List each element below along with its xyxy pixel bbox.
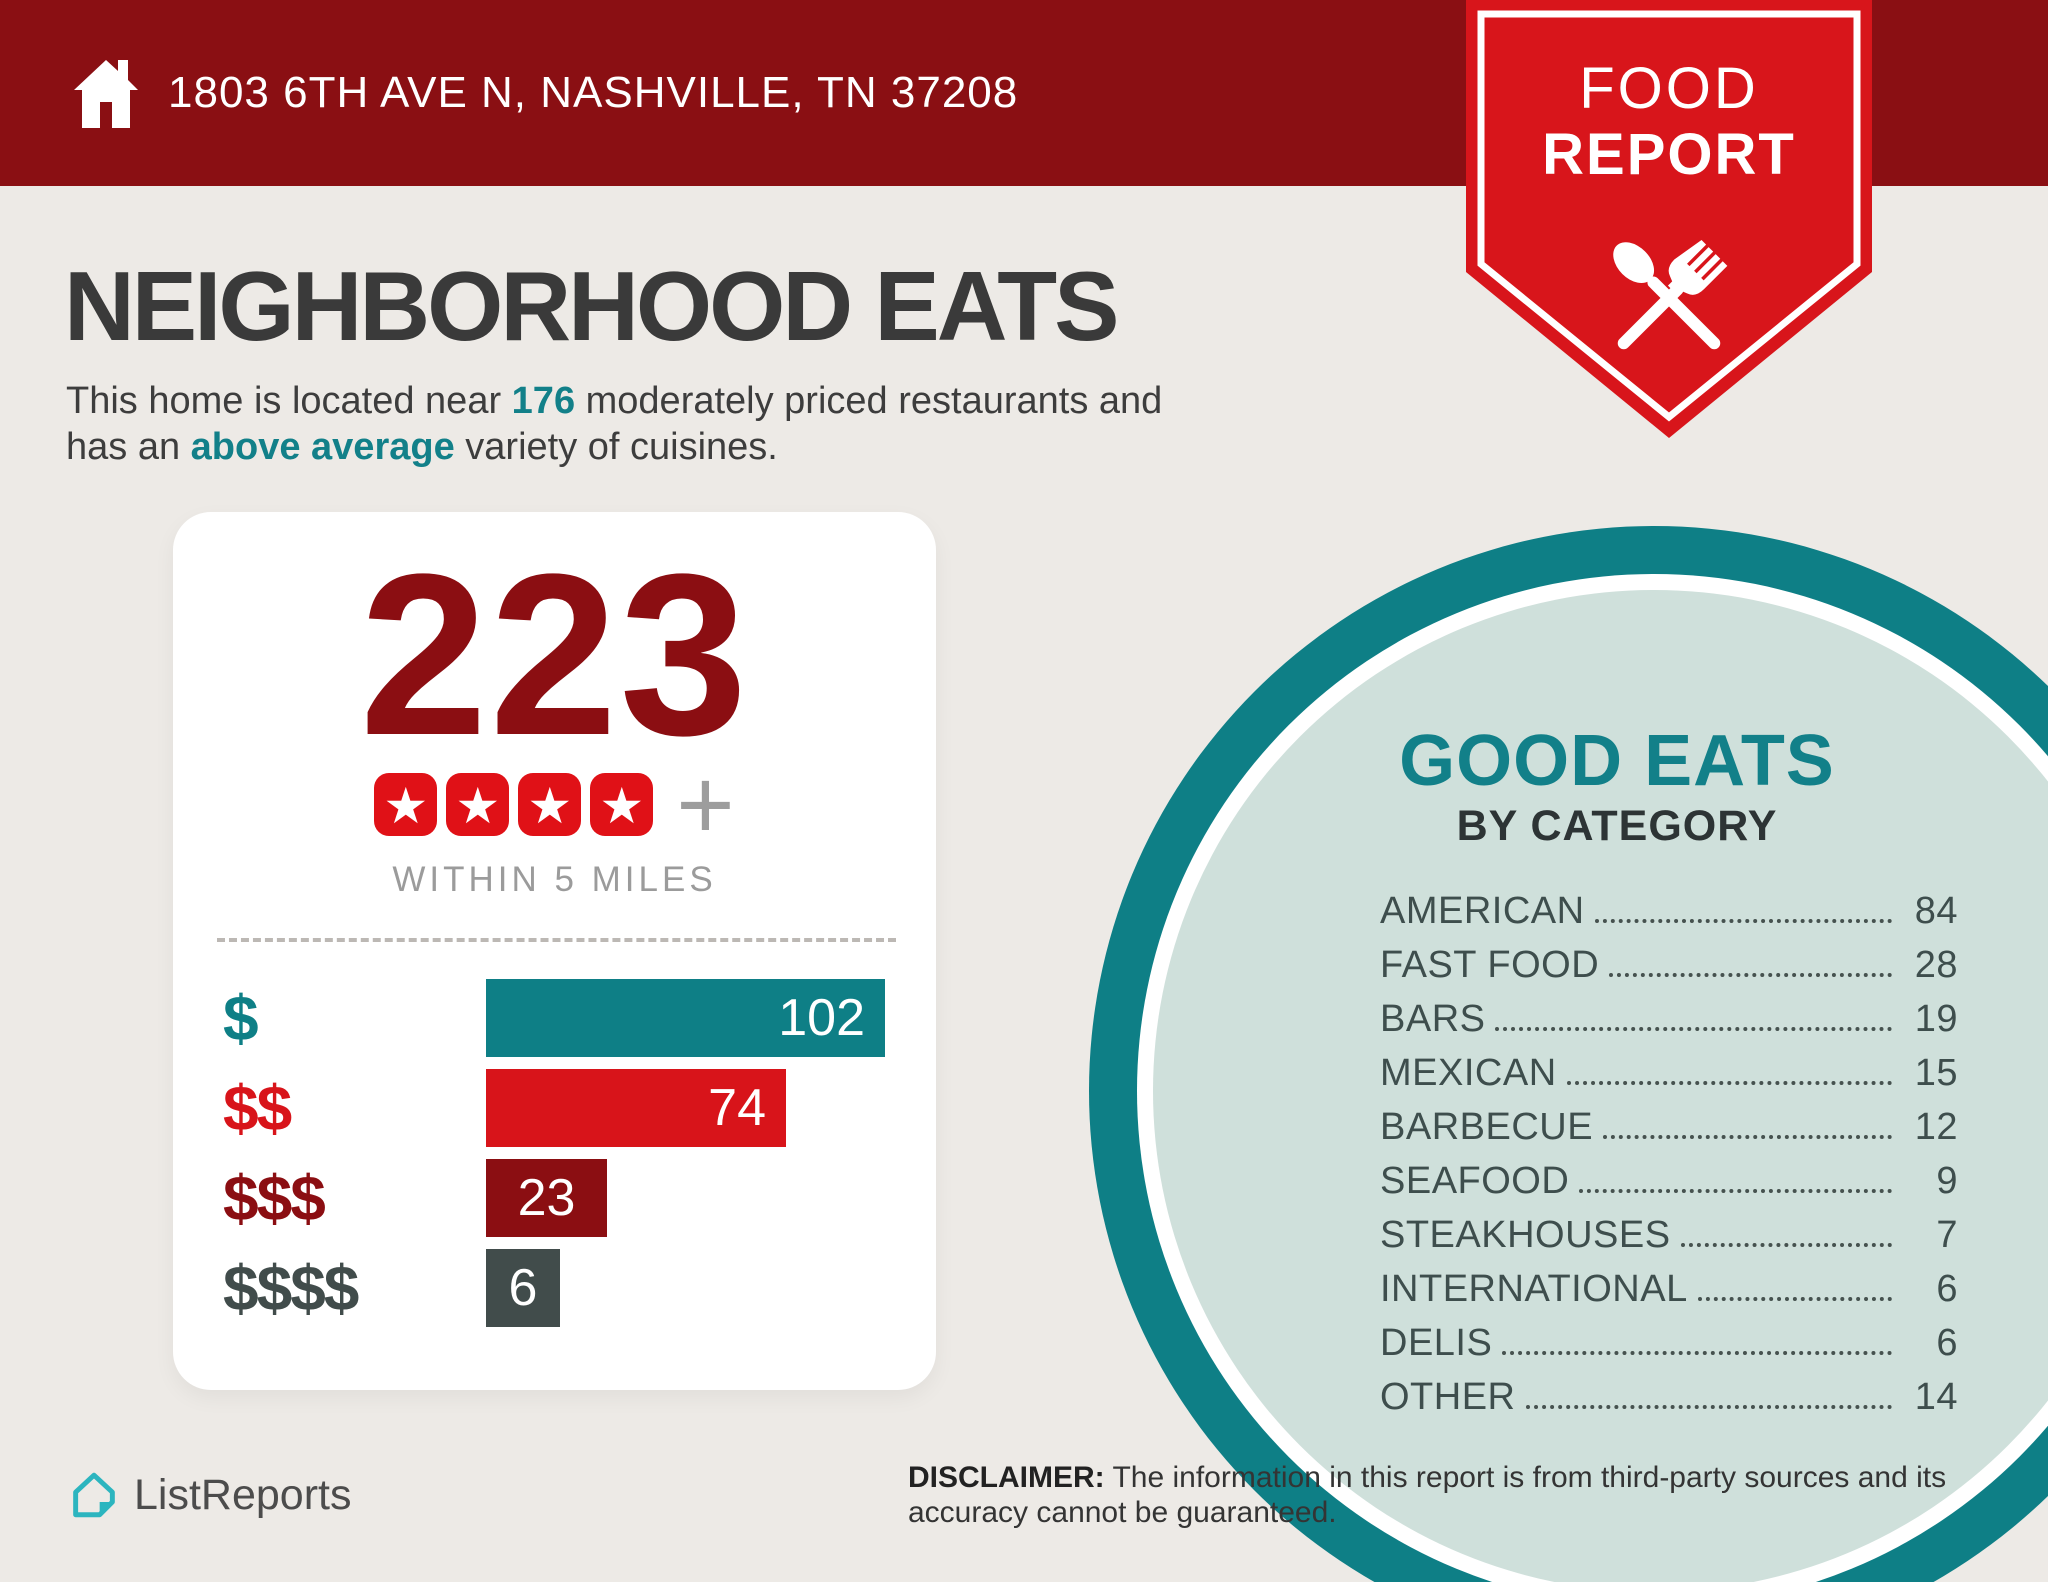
bar-row: $$$ 23	[223, 1159, 906, 1237]
price-tier-label: $$$$	[223, 1252, 359, 1324]
bar-value: 23	[517, 1169, 576, 1227]
category-value: 28	[1914, 943, 1958, 986]
category-value: 9	[1936, 1159, 1958, 1202]
restaurant-summary-card: 223 ★ ★ ★ ★ + WITHIN 5 MILES $102 $$ 74 $$$ 23 $$…	[173, 512, 936, 1390]
bar-value: 74	[708, 1079, 766, 1137]
restaurant-count-highlight: 176	[511, 380, 576, 422]
dotted-leader	[1566, 1081, 1892, 1085]
radius-label: WITHIN 5 MILES	[392, 860, 717, 899]
category-label: DELIS	[1380, 1321, 1493, 1364]
category-label: AMERICAN	[1380, 889, 1585, 932]
disclaimer-label: DISCLAIMER:	[908, 1461, 1105, 1494]
dotted-leader	[1594, 919, 1892, 923]
dotted-leader	[1680, 1243, 1892, 1247]
category-value: 6	[1936, 1267, 1958, 1310]
price-tier-label: $$	[223, 1072, 292, 1144]
home-icon	[74, 60, 138, 128]
utensils-icon	[1613, 240, 1728, 350]
category-value: 84	[1914, 889, 1958, 932]
category-label: STEAKHOUSES	[1380, 1213, 1671, 1256]
category-row: INTERNATIONAL 6	[1380, 1262, 1958, 1316]
dotted-leader	[1525, 1405, 1892, 1409]
bar-row: $102	[223, 979, 906, 1057]
listreports-brand: ListReports	[70, 1464, 351, 1526]
price-tier-bar: 23	[486, 1159, 607, 1237]
star-icon: ★	[590, 773, 654, 836]
category-value: 14	[1914, 1375, 1958, 1418]
category-list: AMERICAN 84 FAST FOOD 28 BARS 19 MEXICAN 15 BARB…	[1380, 884, 1958, 1424]
intro-text-part: This home is located near	[66, 380, 512, 422]
food-report-badge: FOOD REPORT	[1466, 0, 1872, 438]
intro-text-part: variety of cuisines.	[454, 426, 778, 468]
bar-value: 102	[778, 989, 865, 1047]
dotted-leader	[1495, 1027, 1892, 1031]
plus-icon: +	[676, 748, 735, 861]
intro-text-part: moderately priced restaurants and	[575, 380, 1163, 422]
price-tier-label: $$$	[223, 1162, 326, 1234]
circle-white-ring	[1137, 574, 2048, 1582]
category-value: 15	[1914, 1051, 1958, 1094]
disclaimer-body: The information in this report is from t…	[908, 1461, 1947, 1529]
intro-text-part: has an	[66, 426, 191, 468]
good-eats-subtitle: BY CATEGORY	[1456, 802, 1778, 850]
category-label: OTHER	[1380, 1375, 1516, 1418]
bar-row: $$$$ 6	[223, 1249, 906, 1327]
bar-row: $$ 74	[223, 1069, 906, 1147]
category-row: MEXICAN 15	[1380, 1046, 1958, 1100]
dotted-leader	[1697, 1297, 1892, 1301]
category-label: FAST FOOD	[1380, 943, 1600, 986]
category-row: STEAKHOUSES 7	[1380, 1208, 1958, 1262]
circle-interior	[1153, 590, 2048, 1582]
intro-text: This home is located near 176 moderately…	[66, 378, 1162, 470]
category-row: BARBECUE 12	[1380, 1100, 1958, 1154]
category-row: SEAFOOD 9	[1380, 1154, 1958, 1208]
badge-shape	[1466, 0, 1872, 438]
dotted-leader	[1603, 1135, 1892, 1139]
category-label: BARS	[1380, 997, 1486, 1040]
disclaimer-text: DISCLAIMER: The information in this repo…	[908, 1460, 2003, 1530]
listreports-logo-icon	[73, 1472, 115, 1518]
dotted-leader	[1609, 973, 1892, 977]
category-row: AMERICAN 84	[1380, 884, 1958, 938]
category-label: SEAFOOD	[1380, 1159, 1570, 1202]
star-icon: ★	[518, 773, 582, 836]
variety-highlight: above average	[190, 426, 455, 468]
bar-value: 6	[508, 1259, 538, 1317]
category-row: FAST FOOD 28	[1380, 938, 1958, 992]
property-address: 1803 6TH AVE N, NASHVILLE, TN 37208	[168, 68, 1019, 117]
star-icon: ★	[446, 773, 510, 836]
badge-inner-border	[1477, 10, 1861, 422]
star-rating: ★ ★ ★ ★ +	[173, 748, 936, 861]
category-value: 6	[1936, 1321, 1958, 1364]
price-tier-bar: 6	[486, 1249, 560, 1327]
price-tier-bar: 102	[486, 979, 885, 1057]
dashed-divider	[217, 938, 896, 942]
price-tier-bar: 74	[486, 1069, 786, 1147]
badge-line2: REPORT	[1542, 122, 1796, 187]
category-label: MEXICAN	[1380, 1051, 1557, 1094]
restaurant-total-count: 223	[359, 526, 750, 783]
price-tier-label: $	[223, 982, 259, 1054]
dotted-leader	[1579, 1189, 1892, 1193]
category-value: 12	[1914, 1105, 1958, 1148]
good-eats-title: GOOD EATS	[1399, 721, 1835, 801]
badge-line1: FOOD	[1579, 56, 1759, 121]
category-label: INTERNATIONAL	[1380, 1267, 1688, 1310]
star-icon: ★	[374, 773, 438, 836]
category-row: OTHER 14	[1380, 1370, 1958, 1424]
category-label: BARBECUE	[1380, 1105, 1594, 1148]
page-title: NEIGHBORHOOD EATS	[64, 251, 1119, 361]
category-value: 19	[1914, 997, 1958, 1040]
dotted-leader	[1502, 1351, 1892, 1355]
category-row: BARS 19	[1380, 992, 1958, 1046]
category-row: DELIS 6	[1380, 1316, 1958, 1370]
category-value: 7	[1936, 1213, 1958, 1256]
listreports-wordmark: ListReports	[134, 1470, 352, 1519]
price-bar-chart: $102 $$ 74 $$$ 23 $$$$ 6	[223, 979, 906, 1327]
